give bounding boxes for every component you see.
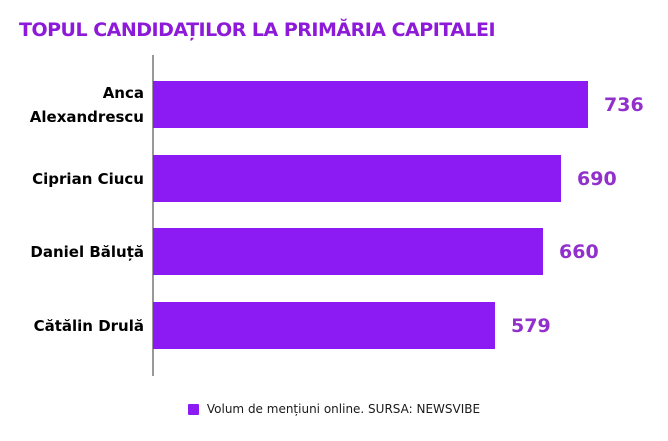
legend: Volum de mențiuni online. SURSA: NEWSVIB…: [0, 399, 668, 419]
category-label-anca-alexandrescu: Anca Alexandrescu: [29, 83, 144, 126]
bar-row: Daniel Băluță 660: [0, 228, 668, 275]
bar-daniel-baluta: [153, 228, 543, 275]
bar-ciprian-ciucu: [153, 155, 561, 202]
chart-title: TOPUL CANDIDAȚILOR LA PRIMĂRIA CAPITALEI: [19, 19, 496, 41]
bar-row: Cătălin Drulă 579: [0, 302, 668, 349]
value-label: 660: [559, 240, 599, 263]
bar-row: Anca Alexandrescu 736: [0, 81, 668, 128]
bar-row: Ciprian Ciucu 690: [0, 155, 668, 202]
legend-swatch-icon: [187, 403, 199, 415]
bar-anca-alexandrescu: [153, 81, 588, 128]
legend-label: Volum de mențiuni online. SURSA: NEWSVIB…: [206, 402, 481, 416]
category-label-daniel-baluta: Daniel Băluță: [30, 242, 144, 261]
value-label: 690: [577, 167, 617, 190]
category-label-catalin-drula: Cătălin Drulă: [33, 316, 144, 335]
bar-catalin-drula: [153, 302, 495, 349]
y-axis-line: [152, 55, 154, 376]
category-label-ciprian-ciucu: Ciprian Ciucu: [32, 169, 144, 188]
value-label: 736: [604, 93, 644, 116]
value-label: 579: [511, 314, 551, 337]
